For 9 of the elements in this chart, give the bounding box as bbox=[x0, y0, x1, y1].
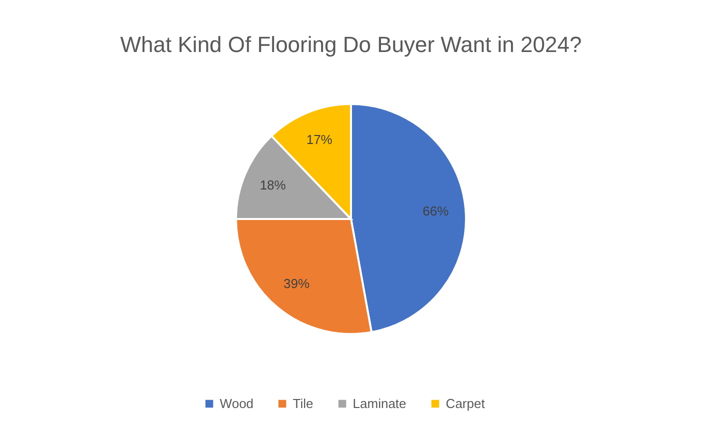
data-label: 39% bbox=[284, 276, 310, 292]
data-label: 66% bbox=[422, 203, 450, 218]
legend-label: Laminate bbox=[352, 396, 406, 411]
legend-label: Wood bbox=[220, 396, 254, 411]
data-label: 17% bbox=[306, 132, 333, 148]
legend-label: Carpet bbox=[446, 396, 486, 411]
chart-title: What Kind Of Flooring Do Buyer Want in 2024? bbox=[120, 32, 582, 57]
legend-label: Tile bbox=[292, 396, 314, 411]
data-label: 18% bbox=[260, 178, 286, 193]
